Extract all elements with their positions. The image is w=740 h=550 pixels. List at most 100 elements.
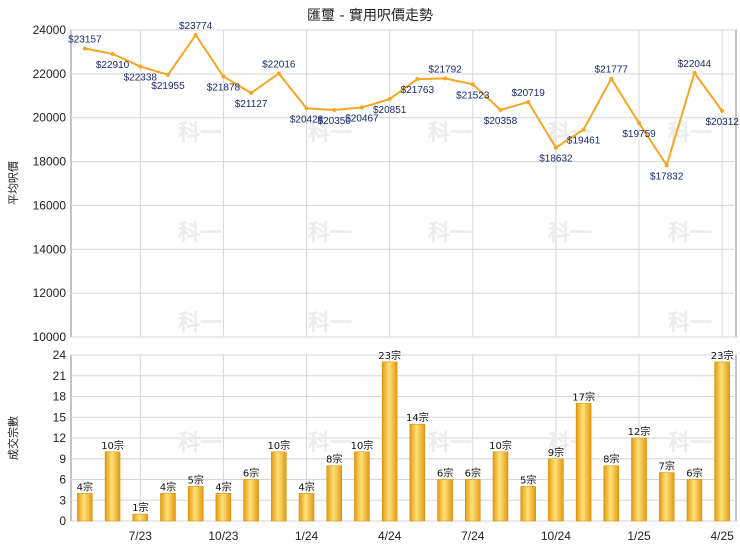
watermark-text: 科一: [178, 221, 222, 246]
volume-data-label: 9宗: [548, 446, 564, 459]
price-point: [664, 163, 669, 168]
price-data-label: $21878: [207, 83, 241, 94]
price-point: [276, 71, 281, 76]
watermark-text: 科一: [548, 221, 592, 246]
volume-bars: [77, 361, 730, 522]
price-data-label: $19461: [567, 136, 601, 147]
watermark-text: 科一: [428, 431, 472, 456]
price-data-label: $23157: [68, 34, 102, 45]
volume-bar: [631, 437, 647, 522]
price-point: [221, 74, 226, 79]
price-point: [138, 64, 143, 69]
price-data-label: $17832: [650, 171, 684, 182]
volume-bar: [187, 486, 204, 522]
volume-data-label: 23宗: [711, 349, 734, 362]
volume-bar: [575, 403, 592, 522]
watermark-text: 科一: [668, 221, 712, 246]
volume-y-axis-label: 成交宗數: [6, 416, 20, 460]
volume-bar: [548, 458, 564, 522]
volume-y-ticks: 0 3 6 9 12 15 18 21 24: [53, 348, 67, 528]
watermark-text: 科一: [178, 121, 222, 146]
volume-data-label: 6宗: [243, 467, 259, 480]
price-point: [692, 70, 697, 75]
watermark-text: 科一: [308, 121, 352, 146]
price-point: [304, 106, 309, 111]
volume-bar: [160, 493, 176, 522]
volume-bar: [714, 361, 730, 522]
price-point: [165, 72, 170, 77]
watermark-text: 科一: [668, 311, 712, 336]
volume-bar: [465, 479, 481, 522]
volume-bar: [298, 493, 315, 522]
volume-data-label: 8宗: [603, 453, 619, 466]
volume-y-tick-label: 18: [53, 390, 67, 404]
volume-x-tick-label: 4/25: [710, 529, 734, 543]
volume-data-label: 6宗: [465, 467, 481, 480]
price-point: [553, 145, 558, 150]
price-data-label: $20719: [512, 88, 546, 99]
volume-y-tick-label: 9: [59, 452, 66, 466]
price-data-label: $20851: [373, 105, 407, 116]
price-y-tick-label: 12000: [33, 286, 67, 300]
price-y-tick-label: 18000: [33, 155, 67, 169]
price-point: [581, 127, 586, 132]
price-point: [720, 108, 725, 113]
price-points: [82, 32, 725, 168]
volume-y-tick-label: 24: [53, 348, 67, 362]
volume-data-label: 14宗: [406, 411, 429, 424]
chart-title: 匯璽 - 實用呎價走勢: [307, 7, 433, 24]
price-point: [609, 76, 614, 81]
price-data-label: $21523: [456, 90, 490, 101]
price-data-label: $21777: [595, 65, 629, 76]
volume-watermark: 科一 科一 科一 科一 科一: [178, 431, 712, 456]
price-data-label: $23774: [179, 21, 213, 32]
price-point: [498, 107, 503, 112]
price-plot-area: [70, 29, 737, 338]
volume-y-tick-label: 3: [59, 493, 66, 507]
price-data-label: $20467: [345, 113, 379, 124]
price-data-label: $21127: [235, 99, 268, 110]
price-y-ticks: 10000 12000 14000 16000 18000 20000 22000 24000: [33, 23, 67, 344]
price-point: [415, 77, 420, 82]
volume-x-tick-label: 1/24: [295, 529, 319, 543]
price-data-label: $19759: [622, 129, 656, 140]
volume-bar: [520, 486, 536, 522]
volume-data-labels: 4宗 10宗 1宗 4宗 5宗 4宗 6宗 10宗 4宗 8宗 10宗 23宗 14宗 6宗 6宗 10宗 5宗…: [77, 349, 734, 514]
price-series-line: [84, 33, 723, 168]
volume-x-tick-label: 10/24: [541, 529, 571, 543]
volume-bar: [77, 493, 93, 522]
volume-data-label: 4宗: [298, 480, 314, 493]
price-point: [359, 105, 364, 110]
volume-data-label: 17宗: [572, 390, 595, 403]
volume-data-label: 10宗: [489, 439, 512, 452]
price-point: [443, 76, 448, 81]
price-data-label: $21763: [401, 85, 435, 96]
volume-bar: [271, 451, 287, 522]
watermark-text: 科一: [178, 431, 222, 456]
volume-x-tick-label: 10/23: [208, 529, 238, 543]
volume-x-tick-label: 7/24: [461, 529, 485, 543]
volume-data-label: 8宗: [326, 453, 342, 466]
volume-bar: [243, 479, 259, 522]
volume-data-label: 12宗: [628, 425, 651, 438]
price-data-label: $20312: [705, 117, 739, 128]
price-data-label: $21955: [151, 81, 185, 92]
price-y-tick-label: 16000: [33, 198, 67, 212]
volume-data-label: 4宗: [160, 480, 176, 493]
volume-data-label: 7宗: [659, 460, 675, 473]
price-data-label: $22338: [124, 72, 158, 83]
volume-bar: [437, 479, 453, 522]
watermark-text: 科一: [548, 121, 592, 146]
volume-data-label: 1宗: [132, 501, 148, 514]
price-point: [387, 97, 392, 102]
price-data-label: $22016: [262, 60, 296, 71]
volume-data-label: 23宗: [378, 349, 401, 362]
volume-y-tick-label: 12: [53, 431, 67, 445]
watermark-text: 科一: [308, 221, 352, 246]
price-y-tick-label: 10000: [33, 330, 67, 344]
volume-data-label: 4宗: [77, 480, 93, 493]
volume-bar: [354, 451, 370, 522]
